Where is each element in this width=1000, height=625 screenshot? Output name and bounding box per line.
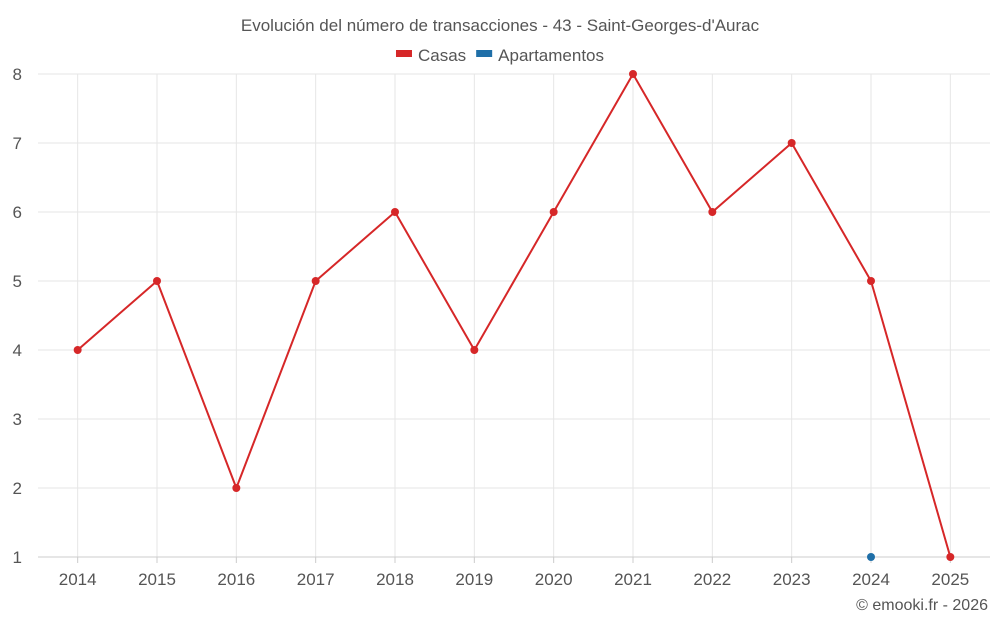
grid (38, 73, 990, 557)
y-tick-label: 5 (13, 272, 22, 291)
data-point[interactable] (867, 277, 875, 285)
x-tick-label: 2021 (614, 570, 652, 589)
y-tick-label: 3 (13, 410, 22, 429)
data-point[interactable] (391, 208, 399, 216)
data-point[interactable] (73, 346, 82, 354)
credit-text: © emooki.fr - 2026 (856, 597, 988, 614)
series-line (77, 73, 952, 558)
axes: 1 2 3 4 5 6 7 8 2014 2015 2016 2017 2018 2019 2020 2021… (13, 65, 990, 589)
x-tick-label: 2018 (376, 570, 414, 589)
data-point[interactable] (153, 277, 161, 285)
x-tick-label: 2020 (535, 570, 573, 589)
series-layer (73, 70, 955, 561)
x-tick-label: 2025 (931, 570, 969, 589)
legend-label[interactable]: Casas (418, 46, 466, 65)
legend-swatch (395, 50, 412, 57)
x-tick-label: 2017 (297, 570, 335, 589)
y-tick-label: 7 (13, 134, 22, 153)
data-point[interactable] (867, 553, 875, 561)
data-point[interactable] (787, 139, 796, 147)
x-tick-label: 2024 (852, 570, 890, 589)
series-apartamentos (867, 553, 875, 561)
x-tick-label: 2023 (773, 570, 811, 589)
y-tick-label: 8 (13, 65, 22, 84)
y-tick-label: 4 (13, 341, 22, 360)
x-tick-label: 2014 (59, 570, 97, 589)
data-point[interactable] (629, 70, 637, 78)
x-tick-label: 2022 (693, 570, 731, 589)
legend-label[interactable]: Apartamentos (498, 46, 604, 65)
y-tick-label: 6 (13, 203, 22, 222)
y-tick-label: 1 (13, 548, 22, 567)
x-tick-label: 2016 (217, 570, 255, 589)
data-point[interactable] (311, 277, 320, 285)
data-point[interactable] (549, 208, 558, 216)
x-tick-label: 2019 (455, 570, 493, 589)
legend: Casas Apartamentos (395, 46, 604, 65)
legend-swatch (476, 50, 493, 57)
data-point[interactable] (470, 346, 479, 354)
data-point[interactable] (708, 208, 717, 216)
y-tick-label: 2 (13, 479, 22, 498)
x-tick-label: 2015 (138, 570, 176, 589)
chart-title: Evolución del número de transacciones - … (241, 16, 760, 35)
data-point[interactable] (946, 553, 955, 561)
series-casas (73, 70, 955, 561)
data-point[interactable] (232, 484, 241, 492)
